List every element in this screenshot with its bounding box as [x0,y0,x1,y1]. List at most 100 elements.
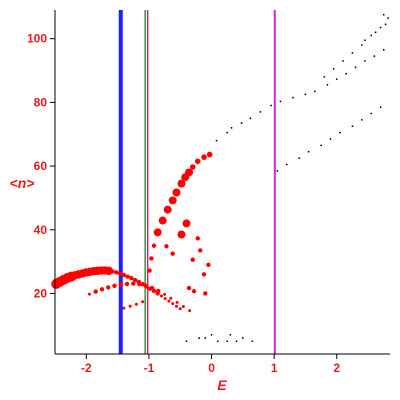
point-s1-6 [210,333,213,336]
point-s1-5 [185,340,188,343]
point-s0-62 [172,188,181,197]
point-s0-81 [170,251,175,256]
point-s1-38 [379,106,382,109]
point-s0-72 [182,219,191,228]
axis-ticks: -2 -1 0 1 2 20 40 60 80 100 [27,32,340,375]
point-s1-12 [230,126,233,129]
point-s0-34 [87,292,91,296]
point-s0-40 [124,281,130,287]
point-s0-77 [191,289,197,294]
point-s1-20 [313,90,316,93]
point-s0-61 [168,196,177,205]
point-s1-9 [241,337,244,339]
point-s0-71 [164,244,169,249]
point-s0-45 [156,288,161,294]
point-s1-40 [332,68,335,70]
axes [54,10,390,355]
point-s0-68 [201,154,207,160]
point-s1-11 [226,131,229,134]
point-s1-32 [320,144,323,147]
data-points [51,13,390,343]
point-s1-23 [345,72,348,75]
point-s0-36 [99,287,105,292]
point-s1-42 [351,52,354,54]
point-s0-28 [159,294,163,298]
point-s0-37 [106,285,111,290]
point-s0-58 [153,228,162,237]
point-s0-75 [201,272,207,277]
point-s0-70 [177,230,186,239]
point-s1-2 [226,340,229,343]
point-s0-31 [171,302,175,306]
point-s0-69 [206,151,213,158]
point-s0-42 [137,282,142,287]
point-s1-36 [360,118,363,121]
point-s0-52 [128,304,132,308]
point-s0-79 [190,257,195,262]
point-s0-19 [125,274,130,279]
point-s0-54 [141,300,145,304]
point-s0-41 [131,281,136,286]
x-tick-label-4: 2 [333,361,340,375]
point-s0-20 [129,275,134,281]
point-s1-21 [326,83,329,86]
point-s1-19 [304,93,307,96]
point-s0-57 [151,243,157,248]
point-s1-34 [339,131,341,134]
point-s0-30 [167,299,171,303]
point-s0-29 [163,297,167,301]
point-s0-15 [110,269,115,274]
point-s1-28 [276,169,279,172]
point-s1-30 [298,157,301,160]
point-s0-38 [112,283,117,289]
point-s0-49 [181,305,185,309]
point-s1-46 [387,17,390,19]
point-s0-55 [147,268,152,273]
y-tick-label-1: 40 [34,223,48,237]
point-s1-47 [364,39,366,42]
point-s1-26 [373,55,376,58]
point-s1-45 [379,26,382,29]
point-s1-48 [374,31,377,34]
point-s1-49 [384,23,387,26]
point-s0-67 [194,158,201,165]
point-s1-35 [351,125,354,128]
point-s1-7 [216,340,219,343]
x-axis-label: E [217,377,227,393]
x-tick-label-0: -2 [81,361,92,375]
point-s1-39 [323,75,326,78]
point-s0-44 [149,285,155,291]
point-s0-33 [178,307,182,311]
point-s1-25 [364,60,366,62]
point-s0-66 [189,164,196,170]
point-s0-50 [188,309,192,313]
point-s1-22 [335,78,338,81]
point-s1-3 [235,340,238,343]
point-s0-17 [117,271,123,276]
point-s0-39 [118,282,123,287]
point-s0-18 [121,272,127,278]
point-s0-47 [169,296,173,300]
y-tick-label-2: 60 [34,159,48,173]
point-s1-50 [382,13,385,16]
point-s0-14 [104,266,114,276]
y-tick-label-0: 20 [34,286,48,300]
y-axis-label: <n> [10,175,35,191]
point-s0-73 [198,248,203,253]
point-s0-46 [163,292,167,296]
x-tick-label-3: 1 [271,361,278,375]
point-s1-17 [279,100,282,103]
y-tick-label-3: 80 [34,95,48,109]
point-s1-37 [370,112,373,115]
point-s0-76 [186,285,192,291]
point-s1-41 [342,60,344,62]
point-s0-35 [93,289,98,294]
point-s0-63 [177,179,186,188]
point-s1-1 [204,337,207,339]
point-s0-43 [143,283,148,289]
x-tick-label-1: -1 [144,361,155,375]
point-s0-78 [203,291,208,296]
point-s1-44 [370,34,373,37]
point-s0-53 [134,302,138,306]
